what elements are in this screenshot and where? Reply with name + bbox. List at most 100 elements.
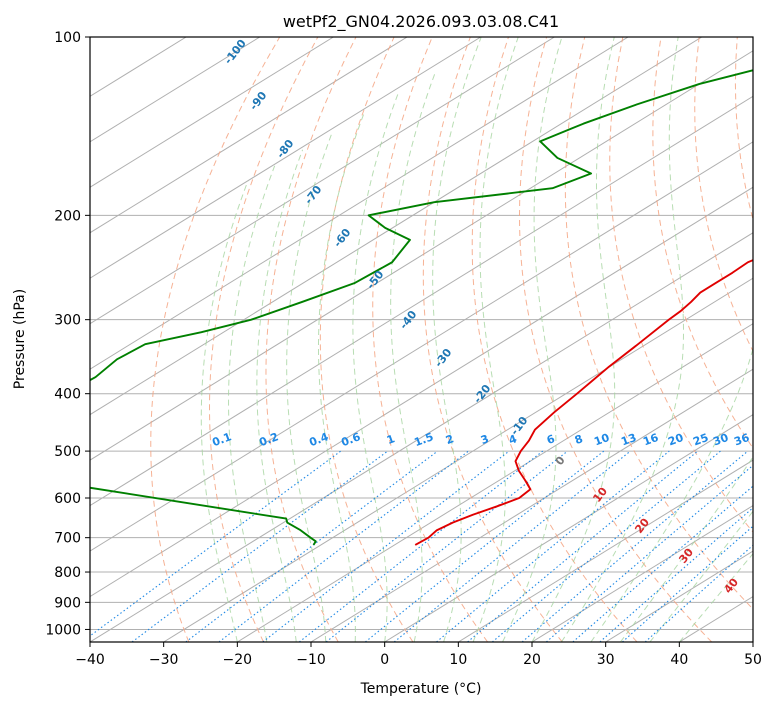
mixing-ratio-label: 2 [444, 432, 456, 447]
mixing-ratio-label: 30 [711, 431, 730, 449]
moist-adiabat-line [200, 180, 249, 642]
moist-adiabat-line [590, 346, 753, 642]
mixing-ratio-line [185, 450, 438, 642]
dry-adiabat-line [471, 37, 638, 642]
dry-adiabat-line [319, 37, 414, 642]
mixing-ratio-line [262, 450, 510, 642]
isotherm-line [163, 277, 753, 642]
y-tick-label: 900 [54, 595, 81, 611]
mixing-ratio-label: 0.4 [307, 430, 330, 449]
mixing-ratio-label: 1 [385, 432, 397, 447]
mixing-ratio-label: 0.2 [257, 430, 280, 449]
mixing-ratio-label: 6 [545, 432, 557, 447]
y-tick-label: 800 [54, 565, 81, 581]
mixing-ratio-label: 8 [573, 432, 585, 447]
mixing-ratio-line [521, 450, 749, 642]
mixing-ratio-label: 3 [479, 432, 491, 447]
mixing-ratio-line [491, 450, 721, 642]
x-tick-label: −40 [75, 652, 105, 668]
isotherm-line [237, 323, 753, 642]
y-axis-ticks: 100 200 300 400 500 600 700 800 900 1000 [45, 30, 90, 638]
mixing-ratio-label: 16 [641, 431, 660, 449]
moist-adiabat-line [286, 132, 333, 642]
moist-adiabat-line [531, 37, 616, 642]
moist-adiabat-line [619, 456, 753, 642]
x-tick-label: −10 [296, 652, 326, 668]
isotherm-line [531, 504, 753, 642]
isotherm-line [90, 37, 703, 416]
mixing-ratio-label: 0.6 [339, 430, 362, 449]
temperature-profile-line [414, 259, 753, 546]
isotherm-line [310, 368, 753, 642]
dry-adiabat-line [564, 37, 753, 610]
mixing-ratio-line [572, 485, 753, 642]
moist-adiabat-line [317, 114, 365, 642]
y-tick-label: 200 [54, 208, 81, 224]
y-tick-label: 700 [54, 531, 81, 547]
dry-adiabat-line [652, 37, 753, 450]
dry-adiabat-line [150, 37, 281, 642]
moist-adiabat-line [678, 552, 753, 642]
dry-adiabat-line [265, 37, 357, 642]
mixing-ratio-label: 25 [691, 431, 710, 448]
x-tick-label: 10 [449, 652, 467, 668]
mixing-ratio-label: 20 [666, 431, 685, 449]
dry-adiabat-line [422, 37, 563, 642]
mixing-ratio-label: 10 [592, 431, 611, 449]
mixing-ratio-label: 36 [732, 431, 751, 449]
chart-title: wetPf2_GN04.2026.093.03.08.C41 [283, 12, 559, 32]
x-axis-title: Temperature (°C) [360, 681, 482, 697]
isotherm-line [90, 37, 629, 370]
moist-adiabat-line [472, 37, 519, 642]
plot-frame [89, 36, 754, 643]
moist-adiabat-line [649, 510, 753, 642]
x-tick-label: 0 [380, 652, 389, 668]
x-tick-label: 40 [670, 652, 688, 668]
profile-lines [90, 69, 753, 546]
mixing-ratio-label: 13 [619, 431, 638, 448]
mixing-ratio-line [90, 450, 342, 637]
x-tick-label: 50 [744, 652, 762, 668]
y-tick-label: 400 [54, 387, 81, 403]
y-tick-label: 100 [54, 30, 81, 46]
isotherm-line [90, 37, 334, 188]
mixing-ratio-line [436, 450, 670, 642]
isotherm-line [90, 186, 753, 598]
x-tick-label: 20 [523, 652, 541, 668]
y-tick-label: 300 [54, 313, 81, 329]
isotherm-line [90, 232, 753, 642]
isotherm-line [90, 141, 753, 552]
x-tick-label: 30 [597, 652, 615, 668]
moist-adiabat-line [502, 37, 563, 642]
dry-adiabat-line [209, 37, 319, 642]
isotherm-line [90, 37, 482, 279]
mixing-ratio-line [467, 450, 699, 642]
dry-adiabat-line [372, 37, 489, 642]
mixing-ratio-label: 4 [507, 432, 519, 447]
background-lines [90, 37, 753, 642]
mixing-ratio-line [644, 544, 753, 642]
x-axis-ticks: −40 −30 −20 −10 0 10 20 30 40 50 [75, 642, 762, 668]
mixing-ratio-label: 1.5 [412, 430, 435, 449]
y-tick-label: 1000 [45, 622, 81, 638]
dry-adiabat-line [609, 37, 753, 533]
moist-adiabat-line [256, 149, 304, 642]
dewpoint-profile-line [90, 69, 753, 546]
y-axis-title: Pressure (hPa) [12, 289, 28, 389]
isotherm-line [90, 95, 753, 507]
isotherm-line [90, 37, 408, 234]
mixing-ratio-line [393, 450, 631, 642]
mixing-ratio-label: 0.1 [210, 430, 233, 449]
x-tick-label: −20 [223, 652, 253, 668]
isotherm-line [384, 414, 753, 642]
x-tick-label: −30 [149, 652, 179, 668]
y-tick-label: 500 [54, 444, 81, 460]
isotherm-line [90, 37, 555, 325]
moist-adiabat-line [432, 37, 482, 642]
dry-adiabat-line [518, 37, 713, 642]
y-tick-label: 600 [54, 491, 81, 507]
moist-adiabat-line [390, 72, 436, 642]
moist-adiabat-line [228, 165, 276, 642]
isotherm-line [458, 459, 753, 642]
